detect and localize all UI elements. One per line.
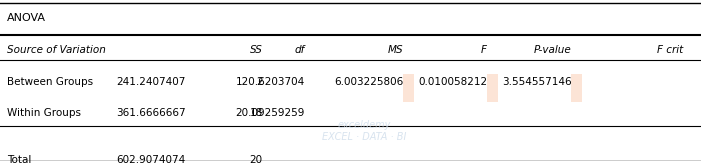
Text: MS: MS: [388, 45, 403, 55]
Text: 6.003225806: 6.003225806: [334, 77, 403, 87]
Text: df: df: [294, 45, 305, 55]
Text: Total: Total: [7, 155, 32, 165]
Text: 0.010058212: 0.010058212: [418, 77, 487, 87]
Text: 361.6666667: 361.6666667: [116, 108, 186, 118]
Text: ANOVA: ANOVA: [7, 13, 46, 23]
FancyBboxPatch shape: [571, 74, 582, 102]
Text: 20: 20: [250, 155, 263, 165]
Text: 3.554557146: 3.554557146: [502, 77, 571, 87]
Text: Between Groups: Between Groups: [7, 77, 93, 87]
Text: 20.09259259: 20.09259259: [236, 108, 305, 118]
Text: SS: SS: [250, 45, 263, 55]
Text: F crit: F crit: [658, 45, 683, 55]
Text: 241.2407407: 241.2407407: [116, 77, 186, 87]
Text: 2: 2: [257, 77, 263, 87]
Text: F: F: [481, 45, 487, 55]
Text: P-value: P-value: [533, 45, 571, 55]
Text: 18: 18: [250, 108, 263, 118]
FancyBboxPatch shape: [403, 74, 414, 102]
FancyBboxPatch shape: [487, 74, 498, 102]
Text: Within Groups: Within Groups: [7, 108, 81, 118]
Text: exceldemy
EXCEL · DATA · BI: exceldemy EXCEL · DATA · BI: [322, 120, 407, 142]
Text: Source of Variation: Source of Variation: [7, 45, 106, 55]
Text: 120.6203704: 120.6203704: [236, 77, 305, 87]
Text: 602.9074074: 602.9074074: [116, 155, 186, 165]
